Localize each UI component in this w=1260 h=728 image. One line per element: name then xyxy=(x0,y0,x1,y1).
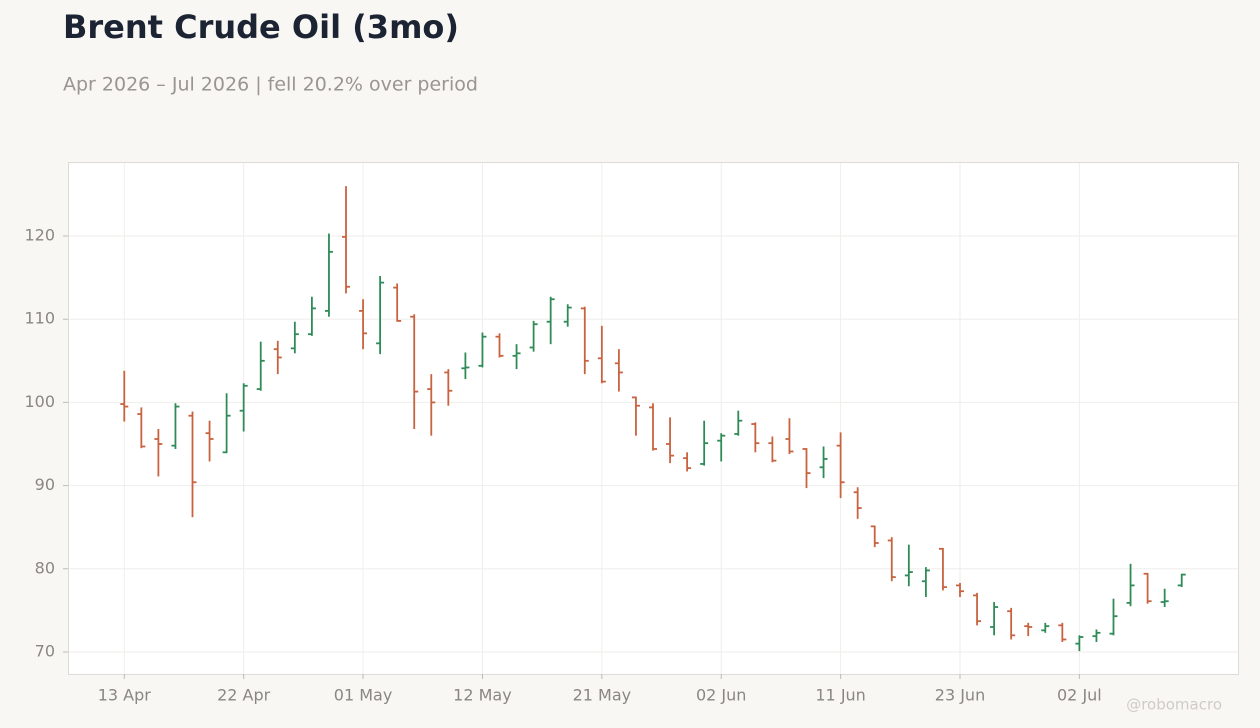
chart-subtitle: Apr 2026 – Jul 2026 | fell 20.2% over pe… xyxy=(63,74,478,96)
x-tick-label: 12 May xyxy=(453,686,512,705)
y-tick-label: 90 xyxy=(35,475,55,494)
x-tick-label: 23 Jun xyxy=(935,686,985,705)
x-tick-label: 02 Jul xyxy=(1057,686,1102,705)
y-tick-label: 120 xyxy=(24,226,55,245)
y-tick-label: 70 xyxy=(35,641,55,660)
y-tick-label: 100 xyxy=(24,392,55,411)
x-tick-label: 11 Jun xyxy=(815,686,865,705)
x-tick-label: 01 May xyxy=(334,686,393,705)
x-tick-label: 21 May xyxy=(573,686,632,705)
y-tick-label: 110 xyxy=(24,309,55,328)
watermark: @robomacro xyxy=(1126,696,1222,714)
chart-title: Brent Crude Oil (3mo) xyxy=(63,8,459,46)
y-tick-label: 80 xyxy=(35,558,55,577)
x-tick-label: 22 Apr xyxy=(217,686,271,705)
x-tick-label: 02 Jun xyxy=(696,686,746,705)
x-tick-label: 13 Apr xyxy=(98,686,152,705)
